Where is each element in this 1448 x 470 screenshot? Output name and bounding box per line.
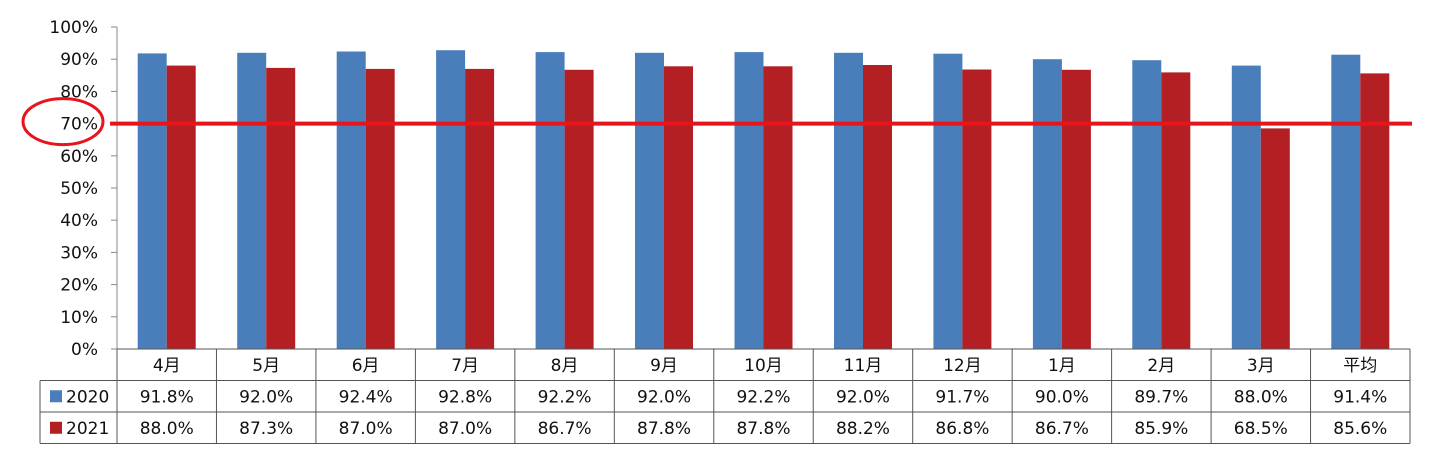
y-tick-label-0: 0%	[71, 340, 98, 360]
x-tick-label-9: 1月	[1048, 356, 1076, 376]
data-label-2020-6: 92.2%	[736, 387, 790, 407]
y-tick-label-3: 30%	[60, 243, 98, 263]
data-label-2021-0: 88.0%	[140, 419, 194, 439]
legend-swatch-2021	[50, 421, 62, 434]
bar-2020-12	[1331, 54, 1361, 349]
data-label-2021-9: 86.7%	[1035, 419, 1089, 439]
bar-2020-5	[635, 52, 664, 350]
data-label-2020-12: 91.4%	[1333, 387, 1387, 407]
bar-2020-7	[834, 52, 863, 350]
data-label-2020-7: 92.0%	[836, 387, 890, 407]
data-label-2021-1: 87.3%	[239, 419, 293, 439]
bar-2020-9	[1032, 59, 1062, 349]
data-label-2021-8: 86.8%	[935, 419, 989, 439]
bar-2020-2	[336, 51, 366, 349]
x-tick-label-7: 11月	[844, 356, 883, 376]
bar-2021-11	[1260, 128, 1290, 349]
x-tick-label-10: 2月	[1147, 356, 1175, 376]
x-tick-label-0: 4月	[153, 356, 181, 376]
bar-2020-0	[137, 53, 167, 350]
bar-2020-1	[237, 52, 267, 350]
x-tick-label-11: 3月	[1247, 356, 1275, 376]
bar-2021-1	[266, 67, 296, 350]
legend-swatch-2020	[50, 390, 62, 403]
bar-2021-3	[465, 68, 495, 350]
y-tick-label-1: 10%	[60, 308, 98, 328]
data-label-2021-12: 85.6%	[1333, 419, 1387, 439]
y-tick-label-7: 70%	[60, 115, 98, 135]
data-label-2020-11: 88.0%	[1234, 387, 1288, 407]
bar-2021-4	[564, 69, 594, 350]
data-label-2020-3: 92.8%	[438, 387, 492, 407]
bar-2020-4	[535, 52, 565, 349]
y-tick-label-2: 20%	[60, 276, 98, 296]
legend-label-2021: 2021	[66, 419, 109, 439]
legend-label-2020: 2020	[66, 387, 109, 407]
data-label-2020-5: 92.0%	[637, 387, 691, 407]
data-label-2020-0: 91.8%	[140, 387, 194, 407]
data-label-2020-2: 92.4%	[339, 387, 393, 407]
x-tick-label-4: 8月	[551, 356, 579, 376]
highlight-circle-70	[21, 97, 105, 147]
bar-2021-9	[1061, 69, 1091, 350]
x-tick-label-8: 12月	[943, 356, 982, 376]
data-label-2021-11: 68.5%	[1234, 419, 1288, 439]
bar-2020-6	[734, 52, 764, 349]
bar-2021-12	[1360, 73, 1390, 350]
y-tick-label-10: 100%	[49, 18, 98, 38]
x-tick-label-2: 6月	[352, 356, 380, 376]
bar-2020-10	[1132, 60, 1162, 349]
y-tick-label-4: 40%	[60, 211, 98, 231]
y-tick-label-9: 90%	[60, 50, 98, 70]
data-label-2021-4: 86.7%	[538, 419, 592, 439]
data-label-2021-10: 85.9%	[1134, 419, 1188, 439]
bar-2020-11	[1231, 65, 1261, 349]
bar-2021-5	[664, 66, 693, 350]
x-tick-label-12: 平均	[1343, 356, 1377, 376]
bar-2021-8	[962, 69, 992, 349]
data-label-2021-6: 87.8%	[736, 419, 790, 439]
y-tick-label-6: 60%	[60, 147, 98, 167]
data-label-2021-7: 88.2%	[836, 419, 890, 439]
x-tick-label-6: 10月	[744, 356, 783, 376]
data-label-2020-9: 90.0%	[1035, 387, 1089, 407]
y-tick-label-5: 50%	[60, 179, 98, 199]
bar-2021-10	[1161, 72, 1191, 350]
bar-2021-6	[763, 66, 793, 350]
data-label-2020-8: 91.7%	[935, 387, 989, 407]
bar-2020-8	[933, 53, 963, 349]
data-label-2020-10: 89.7%	[1134, 387, 1188, 407]
bar-2020-3	[436, 50, 466, 349]
x-tick-label-5: 9月	[650, 356, 678, 376]
data-label-2021-3: 87.0%	[438, 419, 492, 439]
x-tick-label-3: 7月	[451, 356, 479, 376]
data-label-2021-5: 87.8%	[637, 419, 691, 439]
bar-2021-7	[863, 65, 892, 349]
data-label-2021-2: 87.0%	[339, 419, 393, 439]
data-label-2020-1: 92.0%	[239, 387, 293, 407]
data-label-2020-4: 92.2%	[538, 387, 592, 407]
bar-2021-0	[166, 65, 196, 349]
x-tick-label-1: 5月	[252, 356, 280, 376]
bar-2021-2	[365, 68, 395, 350]
